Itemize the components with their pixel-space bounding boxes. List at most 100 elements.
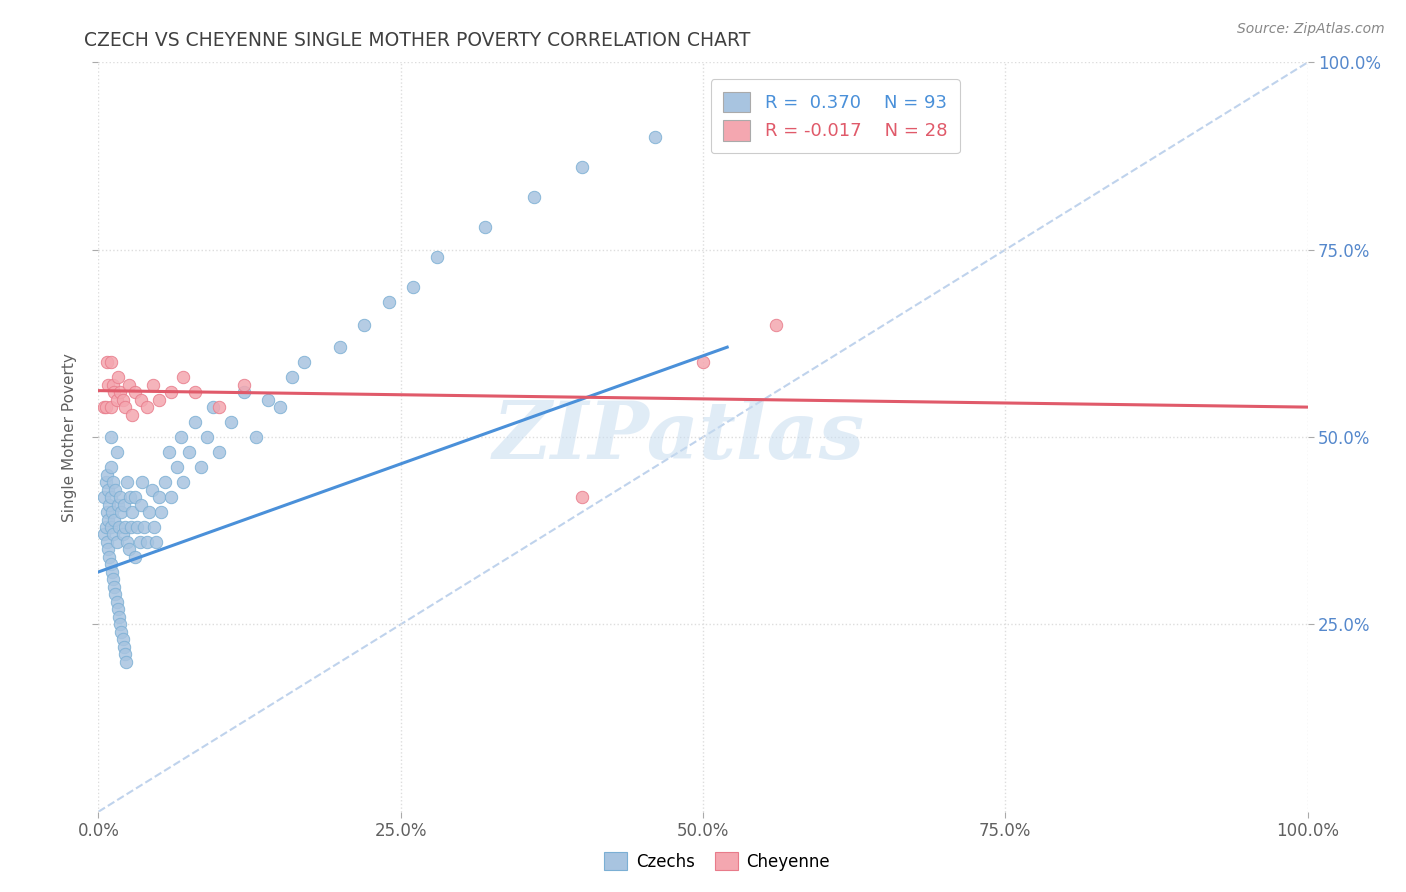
Point — [100, 355, 122, 369]
Point — [179, 445, 201, 459]
Point — [117, 535, 139, 549]
Point — [120, 520, 142, 534]
Point — [138, 505, 160, 519]
Point — [281, 370, 304, 384]
Point — [208, 400, 231, 414]
Point — [98, 498, 121, 512]
Point — [202, 400, 225, 414]
Point — [121, 505, 143, 519]
Point — [112, 640, 135, 654]
Point — [141, 483, 163, 497]
Y-axis label: Single Mother Poverty: Single Mother Poverty — [62, 352, 77, 522]
Point — [131, 475, 153, 489]
Point — [96, 467, 118, 482]
Point — [135, 400, 157, 414]
Point — [765, 318, 787, 332]
Point — [692, 355, 714, 369]
Point — [117, 475, 139, 489]
Point — [108, 385, 131, 400]
Point — [93, 527, 115, 541]
Point — [101, 377, 124, 392]
Point — [94, 475, 117, 489]
Point — [101, 475, 124, 489]
Point — [160, 490, 183, 504]
Point — [142, 377, 165, 392]
Point — [353, 318, 375, 332]
Point — [100, 505, 122, 519]
Point — [104, 483, 127, 497]
Point — [96, 355, 118, 369]
Point — [128, 535, 150, 549]
Point — [100, 490, 122, 504]
Point — [184, 385, 207, 400]
Point — [377, 295, 399, 310]
Point — [104, 587, 127, 601]
Point — [112, 498, 135, 512]
Text: ZIPatlas: ZIPatlas — [492, 399, 865, 475]
Point — [474, 220, 496, 235]
Point — [108, 520, 131, 534]
Point — [169, 430, 191, 444]
Point — [153, 475, 176, 489]
Point — [124, 549, 146, 564]
Point — [232, 377, 254, 392]
Point — [208, 445, 231, 459]
Point — [107, 498, 129, 512]
Point — [184, 415, 207, 429]
Point — [127, 520, 149, 534]
Point — [97, 377, 120, 392]
Point — [121, 408, 143, 422]
Point — [111, 632, 134, 647]
Point — [103, 385, 125, 400]
Point — [143, 520, 166, 534]
Point — [107, 602, 129, 616]
Point — [103, 512, 125, 526]
Point — [124, 490, 146, 504]
Point — [108, 490, 131, 504]
Point — [166, 460, 188, 475]
Point — [101, 527, 124, 541]
Point — [190, 460, 212, 475]
Point — [292, 355, 315, 369]
Point — [110, 505, 132, 519]
Point — [103, 580, 125, 594]
Point — [100, 430, 122, 444]
Point — [716, 100, 738, 114]
Point — [96, 505, 118, 519]
Point — [105, 445, 128, 459]
Point — [571, 161, 593, 175]
Point — [129, 498, 152, 512]
Point — [100, 460, 122, 475]
Point — [100, 558, 122, 572]
Point — [101, 573, 124, 587]
Point — [269, 400, 291, 414]
Point — [571, 490, 593, 504]
Point — [107, 370, 129, 384]
Point — [245, 430, 267, 444]
Point — [172, 370, 194, 384]
Point — [93, 400, 115, 414]
Point — [329, 340, 352, 354]
Point — [118, 377, 141, 392]
Point — [232, 385, 254, 400]
Point — [108, 610, 131, 624]
Point — [157, 445, 180, 459]
Point — [110, 624, 132, 639]
Point — [402, 280, 425, 294]
Point — [105, 535, 128, 549]
Point — [145, 535, 167, 549]
Point — [148, 490, 170, 504]
Point — [96, 535, 118, 549]
Point — [148, 392, 170, 407]
Point — [100, 565, 122, 579]
Point — [105, 595, 128, 609]
Point — [100, 400, 122, 414]
Legend: Czechs, Cheyenne: Czechs, Cheyenne — [596, 844, 838, 880]
Point — [134, 520, 156, 534]
Point — [100, 520, 122, 534]
Point — [98, 549, 121, 564]
Point — [221, 415, 243, 429]
Point — [118, 542, 141, 557]
Point — [124, 385, 146, 400]
Point — [426, 250, 449, 264]
